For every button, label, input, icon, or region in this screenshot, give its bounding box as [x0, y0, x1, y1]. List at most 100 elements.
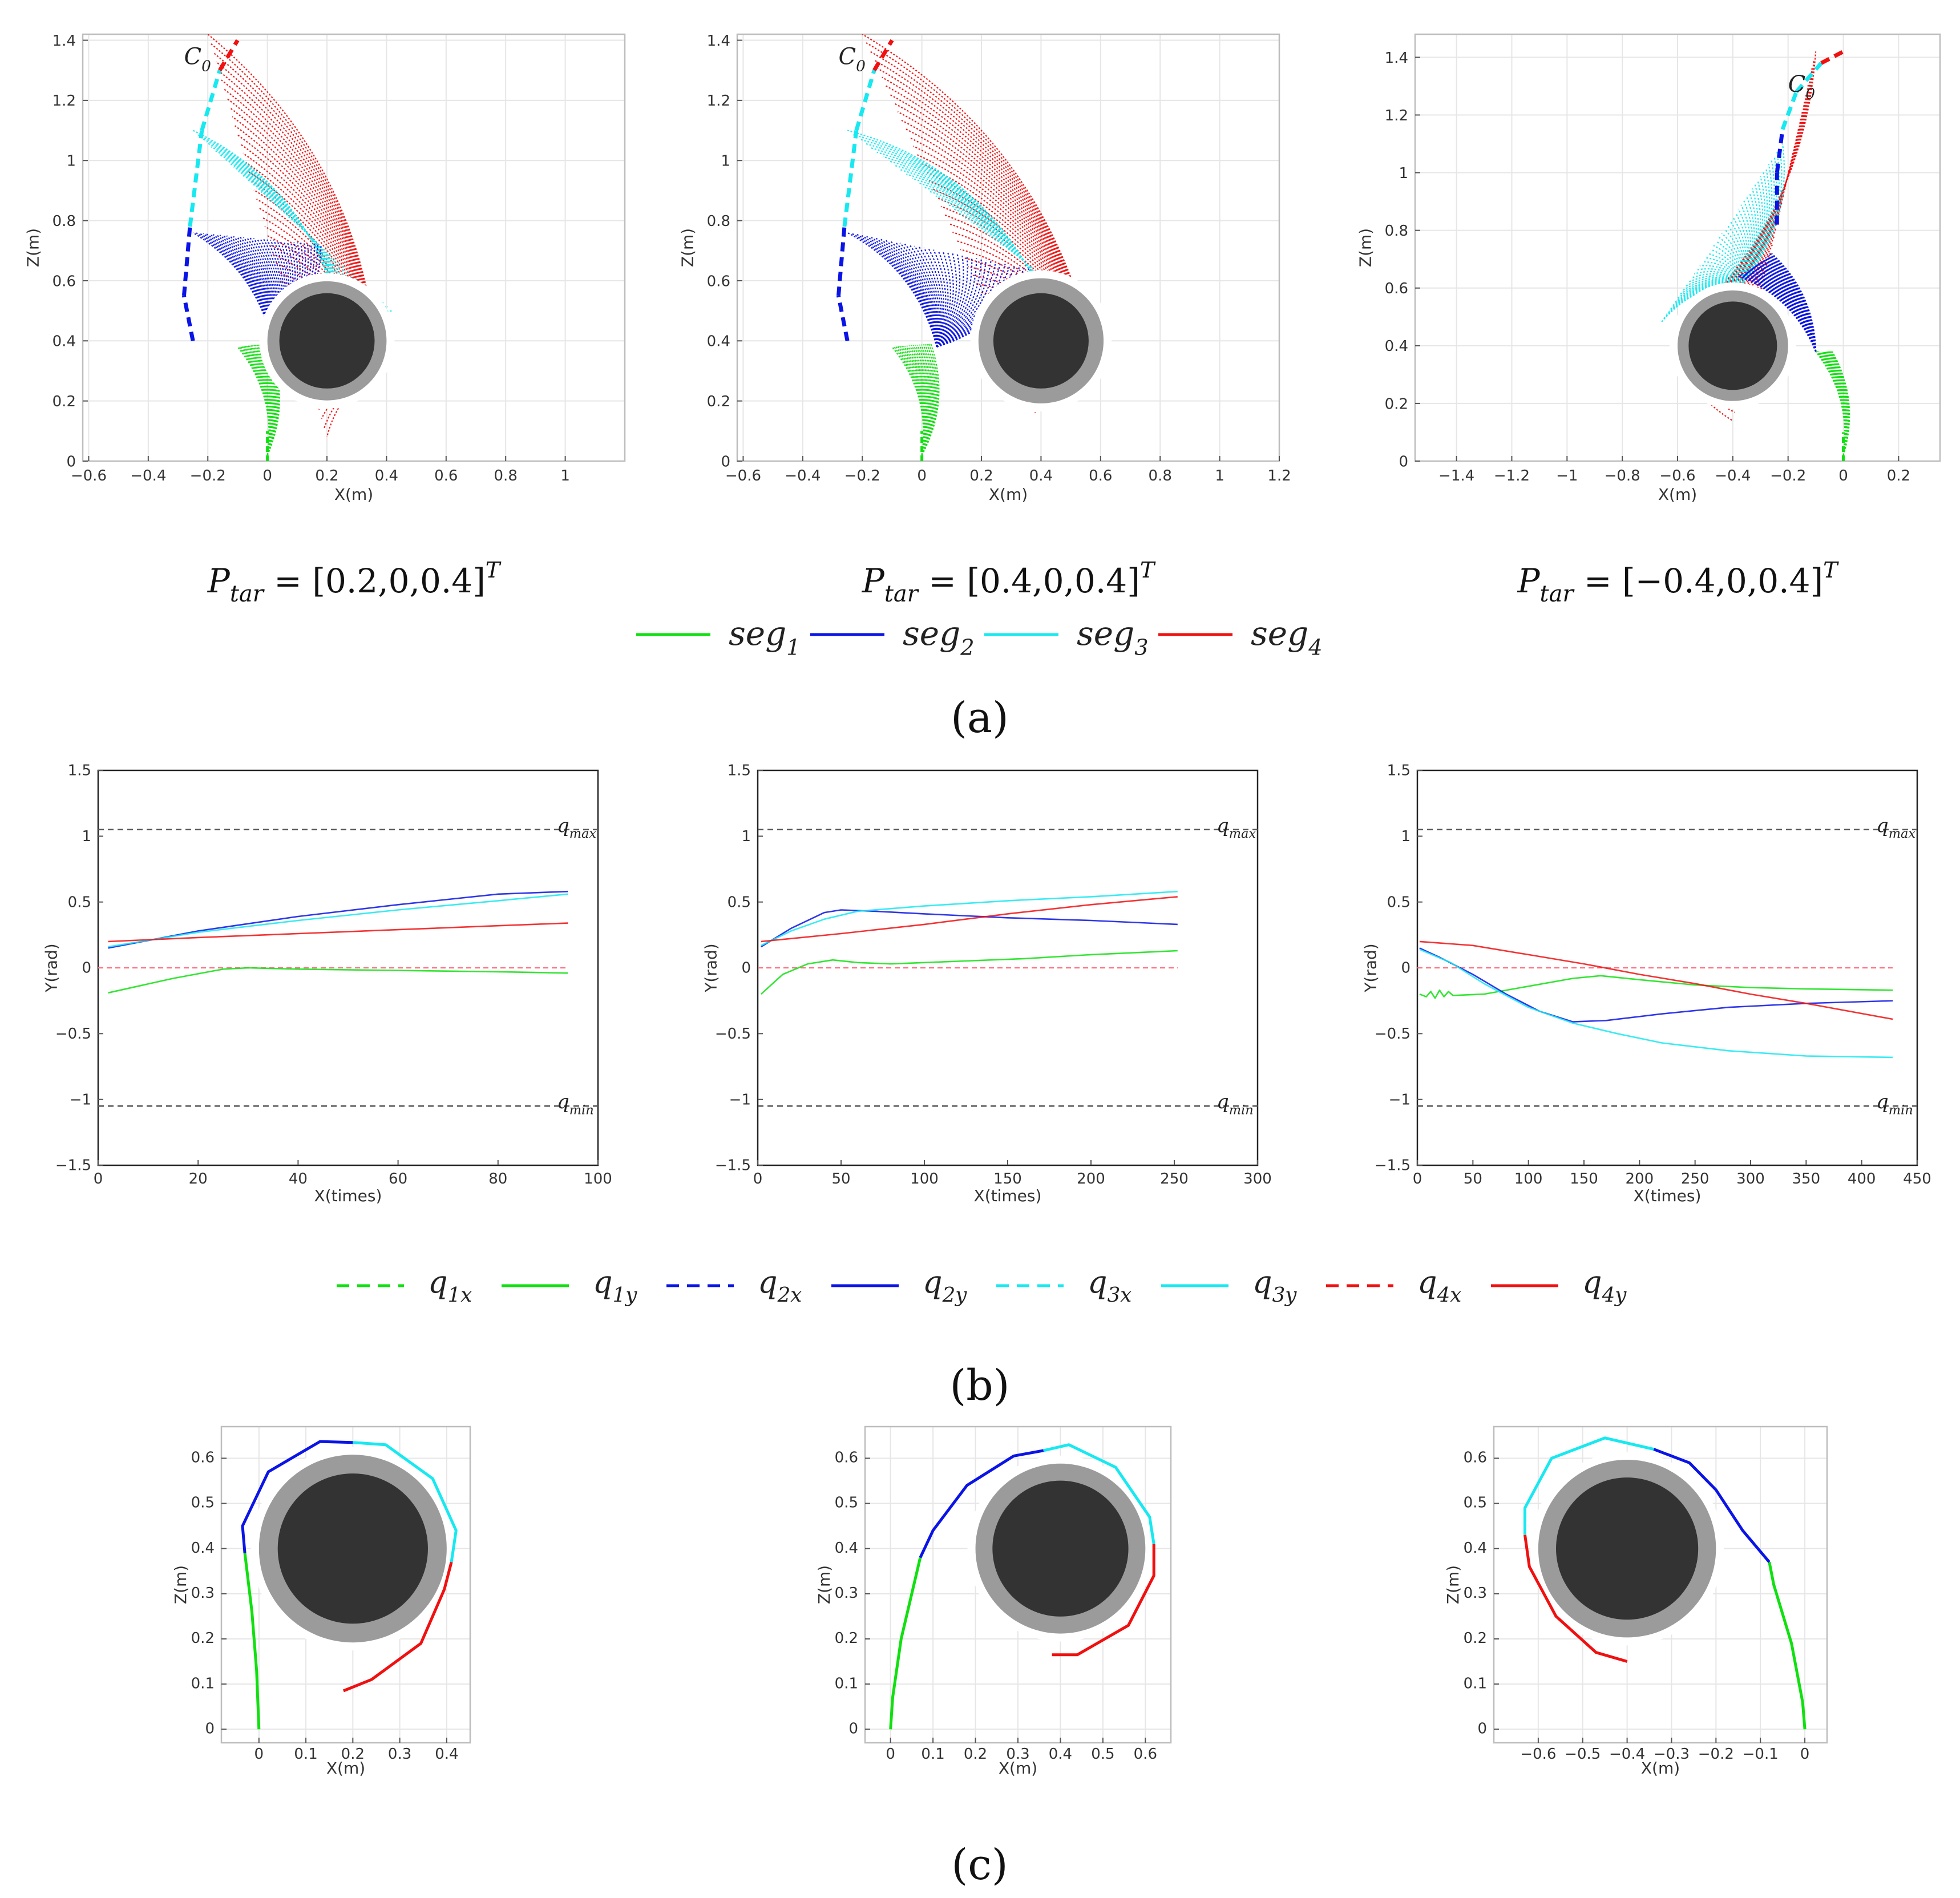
seg2-fan-line: [212, 234, 274, 347]
chart-c1: 0 0.1 0.2 0.3 0.4 0 0.1 0.2 0.3 0.4 0.5 0.6 X(m) Z(m): [171, 1425, 471, 1778]
legend-a-label-4-base: seg: [1251, 614, 1308, 653]
c0-label: C0: [184, 44, 211, 75]
c0-curve-segment: [1780, 91, 1799, 130]
series-seg1: [889, 1557, 922, 1730]
x-tick-label: −0.2: [1698, 1746, 1734, 1763]
y-tick-label: 0.4: [707, 333, 730, 350]
y-tick-label: −1: [1389, 1091, 1411, 1108]
seg4-fan-line: [909, 137, 1096, 360]
x-tick-label: 0.6: [1134, 1746, 1157, 1763]
chart-a3: −1.4 −1.2 −1 −0.8 −0.6 −0.4 −0.2 0 0.2 0 0.2 0.4 0.6…: [1356, 33, 1941, 607]
x-tick-label: 1.2: [1267, 467, 1291, 484]
y-tick-label: 1.2: [52, 92, 76, 110]
x-tick-label: −0.5: [1565, 1746, 1601, 1763]
x-tick-label: 0: [886, 1746, 895, 1763]
chart-c3: −0.6 −0.5 −0.4 −0.3 −0.2 −0.1 0 0 0.1 0.2 0.3 0.4 0.…: [1444, 1425, 1828, 1778]
seg4-fan-line: [1671, 118, 1801, 335]
y-tick-label: −0.5: [715, 1025, 751, 1043]
legend-b-label-3x: q3x: [1088, 1264, 1131, 1307]
legend-a: seg1 seg2 seg3 seg4: [636, 614, 1323, 660]
seg3-fan-line: [847, 130, 1036, 281]
seg4-fan-line: [326, 370, 378, 438]
x-tick-label: 150: [993, 1170, 1022, 1188]
obstacle-core: [992, 1480, 1129, 1617]
series-q3y: [761, 890, 1178, 946]
y-tick-label: 1.5: [68, 762, 91, 780]
c0-label-sub: 0: [1805, 85, 1815, 103]
series-q4y: [108, 922, 568, 943]
c0-curve-segment: [872, 39, 894, 71]
qmin-label: qmin: [1876, 1091, 1913, 1117]
y-tick-label: 0.5: [1464, 1495, 1487, 1512]
c0-curve-segment: [1820, 50, 1845, 65]
seg2-fan-line: [923, 247, 943, 348]
x-tick-label: 40: [289, 1170, 308, 1188]
x-tick-label: 100: [910, 1170, 939, 1188]
subtitle-value: = [0.4,0,0.4]: [918, 562, 1140, 600]
x-axis-label: X(times): [1634, 1186, 1702, 1205]
seg2-fan-line: [856, 234, 937, 348]
seg2-fan-line: [229, 235, 274, 347]
x-tick-label: −0.2: [190, 467, 226, 484]
x-tick-label: 200: [1077, 1170, 1105, 1188]
qmin-label-sub: min: [569, 1103, 594, 1117]
seg2-fan-line: [1738, 276, 1817, 352]
x-tick-label: 400: [1848, 1170, 1876, 1188]
seg3-fan-line: [333, 273, 353, 294]
seg2-fan: [847, 232, 1030, 348]
series-seg1: [243, 1553, 261, 1730]
subtitle-sup: T: [486, 558, 502, 583]
seg3-fan-line: [319, 244, 334, 293]
x-axis-label: X(m): [989, 485, 1028, 504]
subtitle-ptar: Ptar = [−0.4,0,0.4]T: [1517, 558, 1839, 607]
legend-a-label-1-sub: 1: [786, 635, 800, 660]
seg2-fan-line: [936, 251, 951, 348]
seg2-fan-line: [226, 235, 274, 347]
series-seg3: [1043, 1443, 1155, 1545]
seg2-fan-line: [936, 261, 992, 348]
chart-c2: 0 0.1 0.2 0.3 0.4 0.5 0.6 0 0.1 0.2 0.3 0.4 0.5 0.6 X(…: [815, 1425, 1172, 1778]
subtitle-sub: tar: [884, 581, 920, 607]
legend-b-label-4x: q4x: [1417, 1264, 1461, 1307]
x-tick-label: 0.4: [1029, 467, 1053, 484]
qmin-label-base: q: [1217, 1091, 1229, 1113]
y-axis-label: Z(m): [678, 228, 697, 267]
qmax-label: qmax: [1876, 814, 1915, 841]
y-tick-label: 0: [848, 1720, 858, 1737]
y-tick-label: 1: [741, 828, 751, 845]
seg2-fan-line: [936, 252, 954, 348]
x-tick-label: 0.2: [964, 1746, 987, 1763]
c0-curve-segment: [200, 70, 222, 131]
c0-curve-segment: [188, 130, 204, 227]
legend-b-label-2x-sub: 2x: [777, 1283, 802, 1307]
subtitle-sub: tar: [230, 581, 265, 607]
x-tick-label: −0.1: [1743, 1746, 1779, 1763]
x-tick-label: 0.4: [375, 467, 398, 484]
y-tick-label: 0.4: [835, 1540, 858, 1557]
y-tick-label: 0.8: [52, 213, 76, 230]
x-tick-label: −0.4: [1715, 467, 1751, 484]
seg3-fan-line: [260, 191, 334, 293]
c0-curve-segment: [842, 130, 859, 227]
chart-b3: 0 50 100 150 200 250 300 350 400 450 −1.5 −1 −0.5 0 0.…: [1361, 762, 1931, 1206]
seg2-fan-line: [936, 255, 964, 348]
x-tick-label: 0: [1838, 467, 1848, 484]
y-tick-label: 0.8: [1385, 223, 1408, 240]
qmin-label-sub: min: [1229, 1103, 1254, 1117]
seg4-fan-line: [226, 98, 378, 371]
c0-curve-segment: [218, 39, 240, 71]
x-tick-label: 450: [1903, 1170, 1931, 1188]
subtitle-sup: T: [1823, 558, 1839, 583]
series-seg3: [1523, 1436, 1654, 1535]
seg4-fan-line: [243, 152, 378, 371]
y-tick-label: 1: [82, 828, 91, 845]
y-tick-label: 0: [741, 960, 751, 977]
seg4-fan-line: [1671, 68, 1813, 335]
series-q1y: [108, 967, 568, 994]
seg3-fan-line: [1671, 281, 1744, 307]
y-tick-label: 0.1: [835, 1675, 858, 1692]
series-q1y: [760, 950, 1178, 995]
series-seg1: [1768, 1561, 1807, 1730]
subtitle-ptar: Ptar = [0.2,0,0.4]T: [207, 558, 502, 607]
y-tick-label: 0.3: [191, 1585, 215, 1602]
